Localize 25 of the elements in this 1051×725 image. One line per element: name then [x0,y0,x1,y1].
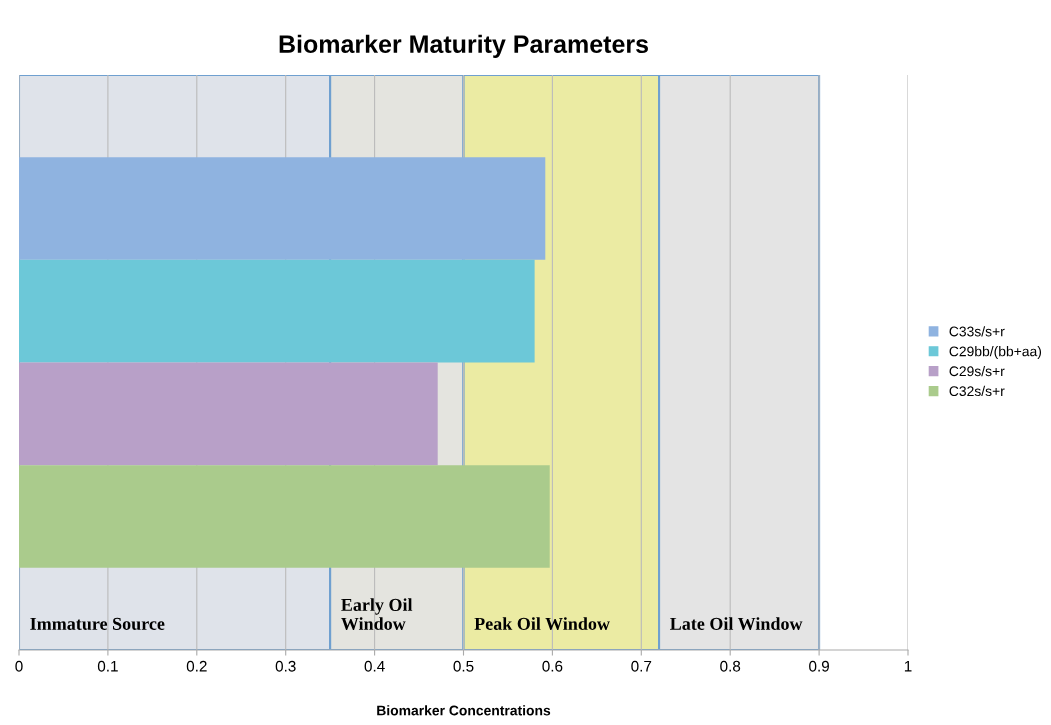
x-tick-label: 0.1 [97,660,118,672]
x-tick-label: 0.3 [275,660,296,672]
band-label: Early Oil Window [341,598,413,630]
legend-label: C32s/s+r [949,385,1005,397]
bar [19,465,550,568]
x-tick-label: 1 [904,660,912,672]
x-tick-label: 0.5 [453,660,474,672]
band-label: Immature Source [30,617,165,630]
legend-label: C33s/s+r [949,326,1005,337]
x-tick-label: 0.8 [720,660,741,672]
legend-label: C29s/s+r [949,365,1005,377]
x-tick-label: 0.2 [186,660,207,672]
bar [19,157,546,260]
x-tick-label: 0.9 [809,660,829,672]
bar [19,259,535,363]
band-label: Late Oil Window [670,617,803,630]
x-axis-title: Biomarker Concentrations [377,705,551,716]
band-label: Peak Oil Window [474,617,610,630]
bar [19,362,438,466]
x-tick-label: 0.7 [631,660,652,672]
legend-label: C29bb/(bb+aa) [949,346,1042,360]
x-tick-label: 0.6 [542,660,563,672]
x-tick-label: 0 [15,660,23,672]
chart-title: Biomarker Maturity Parameters [279,34,648,58]
x-tick-label: 0.4 [364,660,385,672]
